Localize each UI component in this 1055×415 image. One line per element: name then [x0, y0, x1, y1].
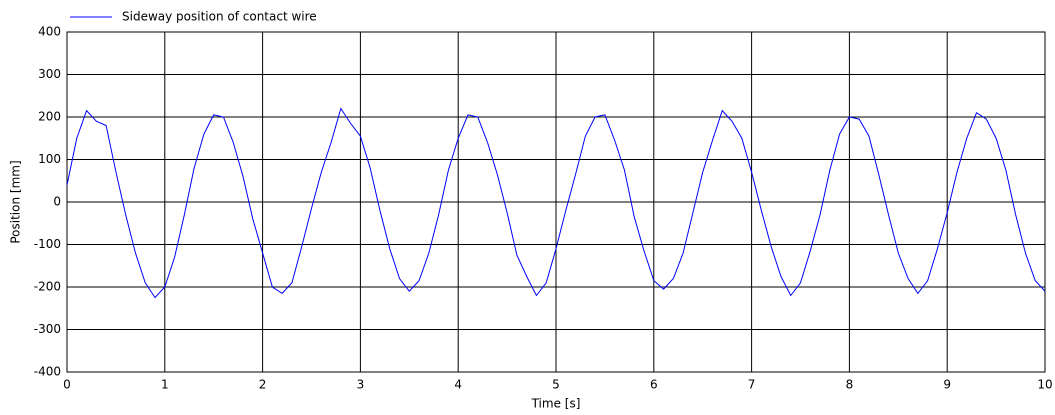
y-tick-label: -200	[34, 280, 61, 294]
x-tick-label: 9	[943, 378, 951, 392]
x-tick-label: 0	[63, 378, 71, 392]
x-tick-label: 6	[650, 378, 658, 392]
x-tick-label: 4	[454, 378, 462, 392]
x-axis-label: Time [s]	[531, 397, 581, 411]
y-tick-label: 400	[38, 25, 61, 39]
y-tick-label: 200	[38, 110, 61, 124]
x-tick-label: 7	[748, 378, 756, 392]
legend-label: Sideway position of contact wire	[122, 10, 317, 24]
x-tick-label: 3	[357, 378, 365, 392]
y-tick-label: 100	[38, 152, 61, 166]
y-axis-label: Position [mm]	[9, 160, 23, 243]
y-tick-label: -400	[34, 365, 61, 379]
y-tick-label: -100	[34, 237, 61, 251]
plot-frame	[66, 31, 1046, 373]
x-tick-label: 8	[846, 378, 854, 392]
y-tick-label: -300	[34, 322, 61, 336]
x-tick-label: 5	[552, 378, 560, 392]
y-tick-label: 0	[53, 195, 61, 209]
x-tick-label: 2	[259, 378, 267, 392]
x-tick-label: 10	[1037, 378, 1052, 392]
y-tick-label: 300	[38, 67, 61, 81]
data-line	[66, 107, 1046, 299]
x-tick-label: 1	[161, 378, 169, 392]
